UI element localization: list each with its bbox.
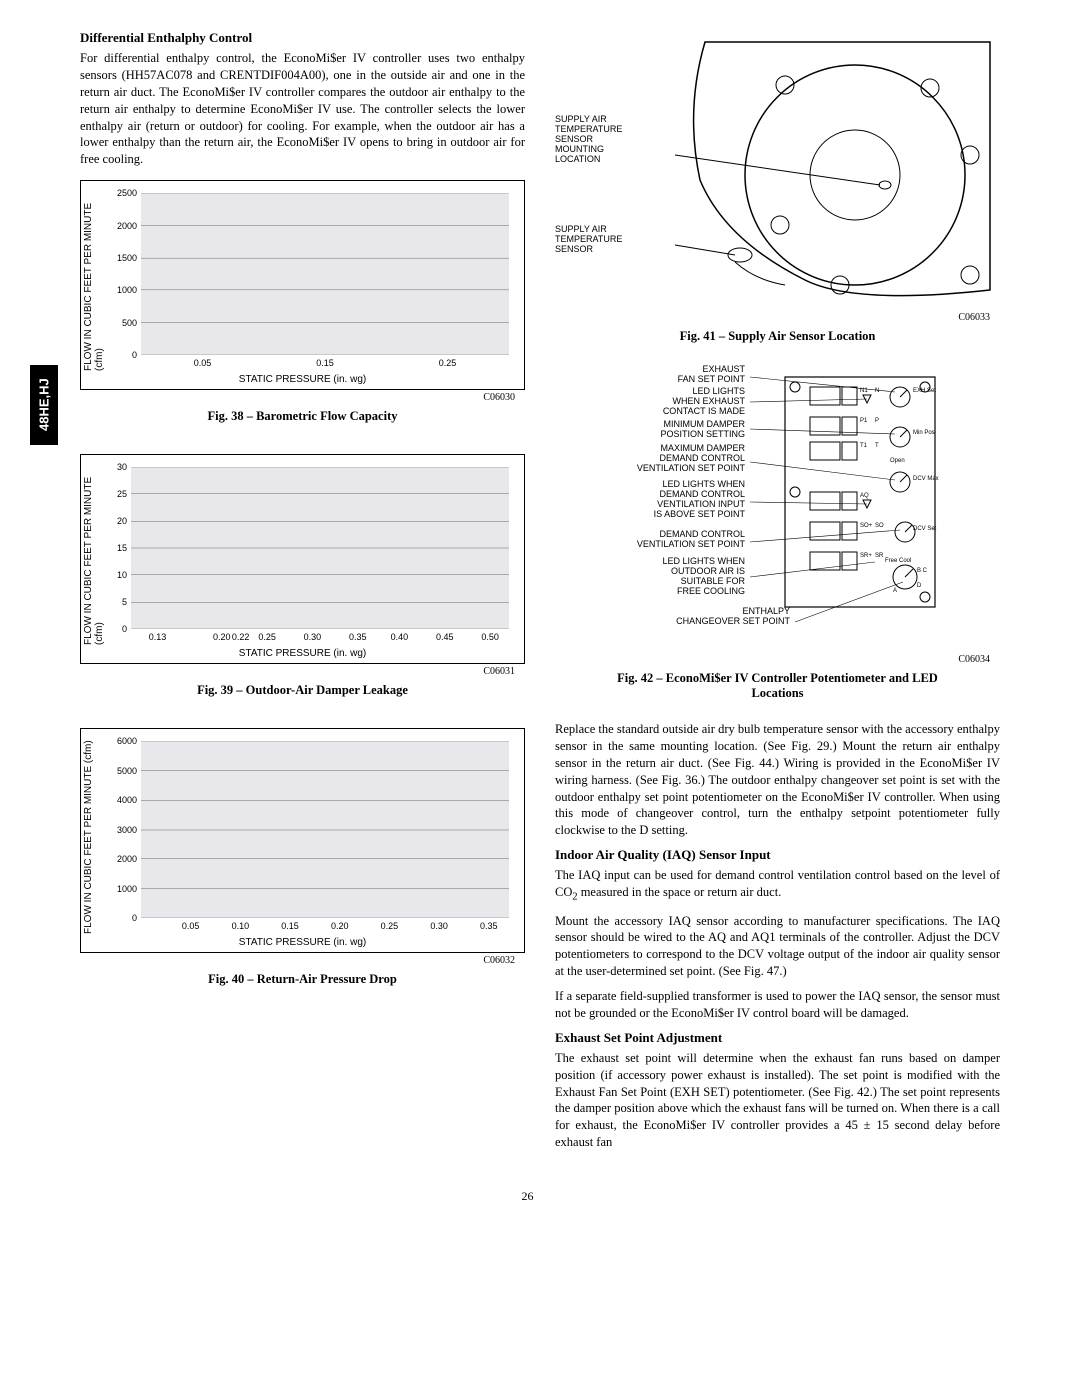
svg-text:SR: SR xyxy=(875,553,884,559)
fig41-code: C06033 xyxy=(555,312,1000,323)
svg-text:N1: N1 xyxy=(860,388,868,394)
chart38-code: C06030 xyxy=(80,392,525,403)
fig42-l5: LED LIGHTS WHEN DEMAND CONTROL VENTILATI… xyxy=(654,480,745,520)
fig42-l1: EXHAUST FAN SET POINT xyxy=(678,365,745,385)
svg-text:N: N xyxy=(875,388,879,394)
svg-text:T: T xyxy=(875,443,879,449)
left-h1: Differential Enthalphy Control xyxy=(80,30,525,46)
chart39-caption: Fig. 39 – Outdoor-Air Damper Leakage xyxy=(80,683,525,698)
fig41-label1: SUPPLY AIR TEMPERATURE SENSOR MOUNTING L… xyxy=(555,115,670,164)
svg-text:Min Pos: Min Pos xyxy=(913,430,935,436)
fig41-caption: Fig. 41 – Supply Air Sensor Location xyxy=(555,329,1000,344)
right-p1: Replace the standard outside air dry bul… xyxy=(555,721,1000,839)
svg-text:Open: Open xyxy=(890,458,905,464)
svg-text:SO+: SO+ xyxy=(860,523,873,529)
side-tab: 48HE,HJ xyxy=(30,365,58,445)
fig42-caption: Fig. 42 – EconoMi$er IV Controller Poten… xyxy=(555,671,1000,701)
chart39-ylabel: FLOW IN CUBIC FEET PER MINUTE (cfm) xyxy=(83,465,105,645)
right-p4: If a separate field-supplied transformer… xyxy=(555,988,1000,1022)
fig42-l2: LED LIGHTS WHEN EXHAUST CONTACT IS MADE xyxy=(663,387,745,417)
chart38-ylabel: FLOW IN CUBIC FEET PER MINUTE (cfm) xyxy=(83,191,105,371)
svg-text:SR+: SR+ xyxy=(860,553,872,559)
svg-text:P1: P1 xyxy=(860,418,868,424)
left-p1: For differential enthalpy control, the E… xyxy=(80,50,525,168)
svg-text:SO: SO xyxy=(875,523,884,529)
fig42-l6: DEMAND CONTROL VENTILATION SET POINT xyxy=(637,530,745,550)
chart38-xlabel: STATIC PRESSURE (in. wg) xyxy=(239,374,366,385)
right-p5: The exhaust set point will determine whe… xyxy=(555,1050,1000,1151)
fig42-diagram: N1 N EXH Set P1 P Min Pos T1 T Open DCV … xyxy=(555,362,1000,652)
fig41-label2: SUPPLY AIR TEMPERATURE SENSOR xyxy=(555,225,670,255)
svg-text:P: P xyxy=(875,418,879,424)
chart40-ylabel: FLOW IN CUBIC FEET PER MINUTE (cfm) xyxy=(83,739,94,934)
svg-text:T1: T1 xyxy=(860,443,868,449)
svg-text:DCV Set: DCV Set xyxy=(913,526,937,532)
chart38-caption: Fig. 38 – Barometric Flow Capacity xyxy=(80,409,525,424)
svg-text:EXH Set: EXH Set xyxy=(913,388,936,394)
chart-40: FLOW IN CUBIC FEET PER MINUTE (cfm) 0 10… xyxy=(80,728,525,953)
chart39-xlabel: STATIC PRESSURE (in. wg) xyxy=(239,648,366,659)
fig42-l8: ENTHALPY CHANGEOVER SET POINT xyxy=(676,607,790,627)
right-p3: Mount the accessory IAQ sensor according… xyxy=(555,913,1000,981)
chart-39: FLOW IN CUBIC FEET PER MINUTE (cfm) 0 5 … xyxy=(80,454,525,664)
right-p2: The IAQ input can be used for demand con… xyxy=(555,867,1000,904)
chart40-caption: Fig. 40 – Return-Air Pressure Drop xyxy=(80,972,525,987)
chart-38: FLOW IN CUBIC FEET PER MINUTE (cfm) 0 50… xyxy=(80,180,525,390)
fig42-code: C06034 xyxy=(555,654,1000,665)
svg-text:A: A xyxy=(893,588,897,594)
page-number: 26 xyxy=(30,1189,1025,1204)
chart40-xlabel: STATIC PRESSURE (in. wg) xyxy=(239,937,366,948)
fig42-l4: MAXIMUM DAMPER DEMAND CONTROL VENTILATIO… xyxy=(637,444,745,474)
fig41-diagram: SUPPLY AIR TEMPERATURE SENSOR MOUNTING L… xyxy=(555,30,1000,310)
svg-text:B C: B C xyxy=(917,568,928,574)
fig42-l7: LED LIGHTS WHEN OUTDOOR AIR IS SUITABLE … xyxy=(662,557,745,597)
svg-text:D: D xyxy=(917,583,922,589)
chart40-code: C06032 xyxy=(80,955,525,966)
right-h2: Indoor Air Quality (IAQ) Sensor Input xyxy=(555,847,1000,863)
svg-text:Free Cool: Free Cool xyxy=(885,558,911,564)
chart39-code: C06031 xyxy=(80,666,525,677)
fig42-l3: MINIMUM DAMPER POSITION SETTING xyxy=(660,420,745,440)
svg-text:AQ: AQ xyxy=(860,493,869,499)
right-h3: Exhaust Set Point Adjustment xyxy=(555,1030,1000,1046)
svg-text:DCV Max: DCV Max xyxy=(913,476,939,482)
